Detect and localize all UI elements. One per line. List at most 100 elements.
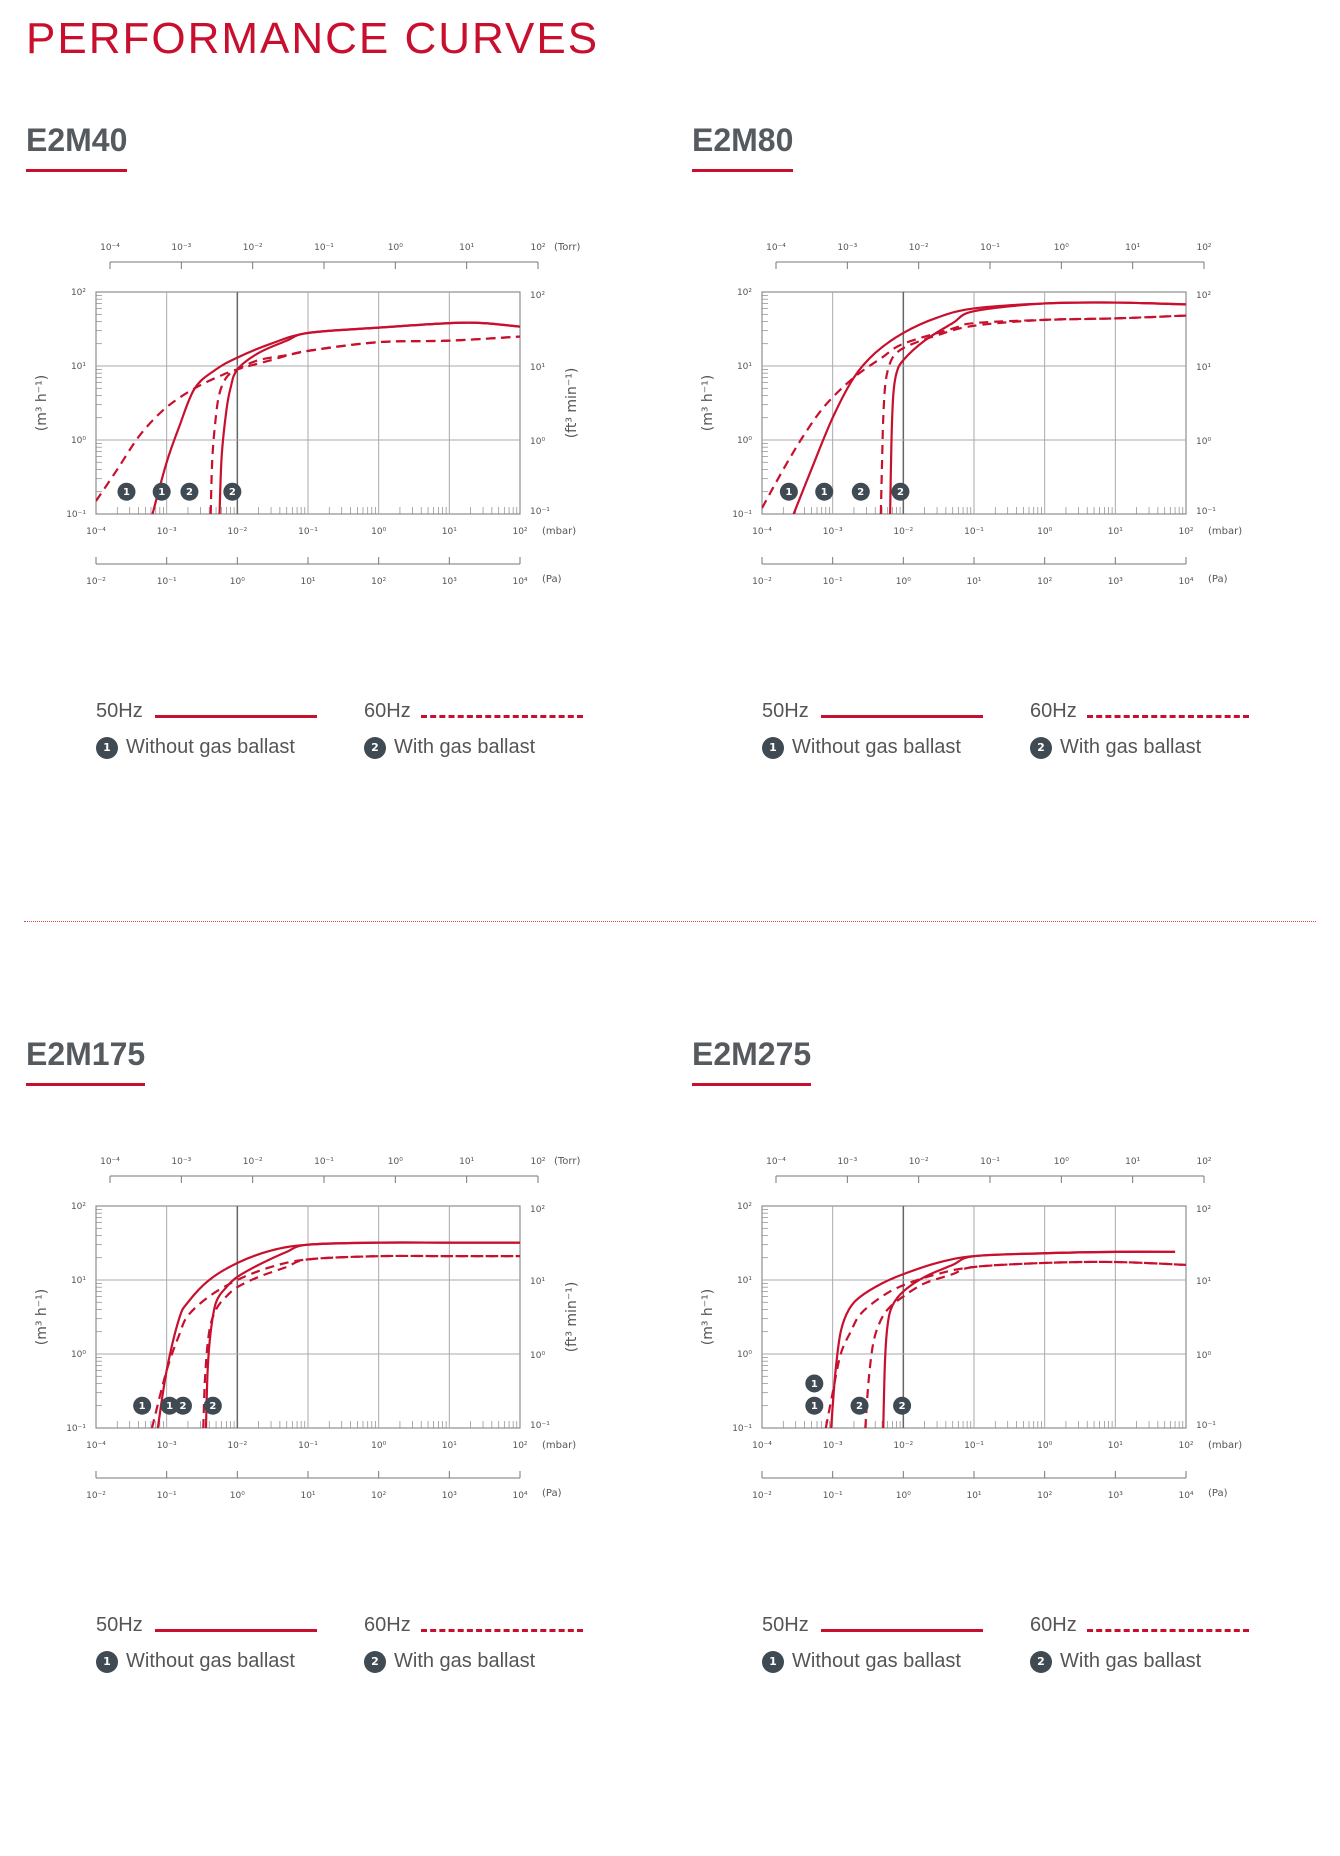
y-tick-label: 10¹ bbox=[737, 362, 752, 372]
pa-tick-label: 10⁻² bbox=[752, 1491, 772, 1501]
y2-tick-label: 10⁻¹ bbox=[530, 1421, 550, 1431]
torr-tick-label: 10² bbox=[530, 243, 545, 253]
curve-50hz bbox=[882, 1250, 1176, 1428]
page-title: PERFORMANCE CURVES bbox=[26, 14, 600, 63]
pa-tick-label: 10² bbox=[1037, 1491, 1052, 1501]
x-tick-label: 10⁰ bbox=[371, 1441, 386, 1451]
curve-50hz bbox=[204, 1241, 520, 1428]
curve-marker-label: 2 bbox=[897, 487, 904, 498]
torr-tick-label: 10⁻¹ bbox=[980, 243, 1000, 253]
y2-tick-label: 10² bbox=[530, 1205, 545, 1215]
legend-60hz: 60Hz bbox=[1030, 700, 1249, 723]
x-tick-label: 10⁻⁴ bbox=[86, 1441, 106, 1451]
x-tick-label: 10¹ bbox=[442, 1441, 457, 1451]
chart-panel: E2M275 10² 10¹ 10⁰ 10⁻¹ 10² 10¹ 10⁰ 10⁻¹ (m³ h⁻¹… bbox=[692, 1036, 1332, 1856]
x-tick-label: 10² bbox=[512, 1441, 527, 1451]
pa-tick-label: 10⁻¹ bbox=[823, 577, 843, 587]
legend-50hz-swatch bbox=[154, 715, 317, 718]
legend-with-label: With gas ballast bbox=[394, 736, 536, 758]
y-axis-label: (m³ h⁻¹) bbox=[34, 375, 50, 432]
curve-marker-label: 2 bbox=[857, 487, 864, 498]
legend-60hz-label: 60Hz bbox=[364, 700, 411, 722]
chart-legend: 50Hz 60Hz 1 Without gas ballast 2 With g… bbox=[96, 1614, 616, 1694]
legend-60hz-swatch bbox=[1086, 715, 1249, 718]
chart-panel: E2M80 10² 10¹ 10⁰ 10⁻¹ 10² 10¹ 10⁰ 10⁻¹ (m³ h⁻¹)… bbox=[692, 122, 1332, 942]
pa-tick-label: 10⁻² bbox=[86, 577, 106, 587]
pa-tick-label: 10⁴ bbox=[1178, 577, 1193, 587]
x-tick-label: 10⁻² bbox=[227, 527, 247, 537]
x-tick-label: 10² bbox=[1178, 1441, 1193, 1451]
x-tick-label: 10⁻² bbox=[227, 1441, 247, 1451]
x-tick-label: 10⁻¹ bbox=[964, 1441, 984, 1451]
torr-tick-label: 10⁻⁴ bbox=[100, 1157, 120, 1167]
curve-marker-label: 1 bbox=[811, 1401, 818, 1412]
y2-tick-label: 10¹ bbox=[1196, 363, 1211, 373]
curves-group bbox=[762, 301, 1186, 514]
legend-with-label: With gas ballast bbox=[1060, 736, 1202, 758]
pa-tick-label: 10⁻² bbox=[752, 577, 772, 587]
y2-tick-label: 10¹ bbox=[530, 363, 545, 373]
x-tick-label: 10⁰ bbox=[1037, 527, 1052, 537]
curve-marker bbox=[117, 482, 136, 501]
pa-tick-label: 10² bbox=[371, 1491, 386, 1501]
y-axis-label: (m³ h⁻¹) bbox=[700, 1289, 716, 1346]
legend-with-ballast: 2 With gas ballast bbox=[1030, 1650, 1201, 1673]
legend-50hz-label: 50Hz bbox=[96, 1614, 143, 1636]
torr-tick-label: 10⁻¹ bbox=[980, 1157, 1000, 1167]
legend-with-ballast: 2 With gas ballast bbox=[364, 736, 535, 759]
x-tick-label: 10¹ bbox=[1108, 527, 1123, 537]
torr-tick-label: 10⁻³ bbox=[171, 243, 191, 253]
x-unit-label: (mbar) bbox=[542, 1440, 576, 1451]
pa-tick-label: 10³ bbox=[442, 577, 457, 587]
legend-60hz: 60Hz bbox=[364, 700, 583, 723]
curve-marker-label: 2 bbox=[179, 1401, 186, 1412]
torr-tick-label: 10⁰ bbox=[388, 243, 403, 253]
legend-without-label: Without gas ballast bbox=[126, 736, 295, 758]
y-tick-label: 10⁰ bbox=[71, 1350, 86, 1360]
x-tick-label: 10⁻⁴ bbox=[752, 1441, 772, 1451]
y2-tick-label: 10² bbox=[530, 291, 545, 301]
torr-tick-label: 10⁰ bbox=[388, 1157, 403, 1167]
legend-with-ballast: 2 With gas ballast bbox=[364, 1650, 535, 1673]
x-tick-label: 10⁻¹ bbox=[298, 1441, 318, 1451]
torr-tick-label: 10⁻² bbox=[909, 1157, 929, 1167]
torr-tick-label: 10¹ bbox=[459, 243, 474, 253]
x-tick-label: 10⁻¹ bbox=[964, 527, 984, 537]
x-tick-label: 10⁻² bbox=[893, 527, 913, 537]
curve-marker bbox=[779, 482, 798, 501]
pa-tick-label: 10⁰ bbox=[230, 577, 245, 587]
torr-tick-label: 10⁰ bbox=[1054, 243, 1069, 253]
x-tick-label: 10⁻³ bbox=[823, 527, 843, 537]
pa-tick-label: 10⁻¹ bbox=[823, 1491, 843, 1501]
legend-badge: 2 bbox=[1030, 736, 1052, 759]
curve-marker-label: 2 bbox=[209, 1401, 216, 1412]
torr-tick-label: 10⁻¹ bbox=[314, 1157, 334, 1167]
y2-tick-label: 10⁰ bbox=[1196, 437, 1211, 447]
pa-unit-label: (Pa) bbox=[542, 1488, 562, 1499]
torr-tick-label: 10⁻³ bbox=[837, 243, 857, 253]
curve-marker bbox=[891, 482, 910, 501]
torr-tick-label: 10² bbox=[1196, 1157, 1211, 1167]
legend-60hz: 60Hz bbox=[1030, 1614, 1249, 1637]
pa-tick-label: 10¹ bbox=[300, 577, 315, 587]
x-tick-label: 10⁻¹ bbox=[298, 527, 318, 537]
y2-tick-label: 10⁻¹ bbox=[1196, 507, 1216, 517]
curve-marker-label: 2 bbox=[856, 1401, 863, 1412]
y-tick-label: 10⁻¹ bbox=[66, 510, 86, 520]
chart-legend: 50Hz 60Hz 1 Without gas ballast 2 With g… bbox=[762, 700, 1282, 780]
x-unit-label: (mbar) bbox=[1208, 526, 1242, 537]
torr-unit-label: (Torr) bbox=[554, 242, 580, 253]
torr-tick-label: 10² bbox=[530, 1157, 545, 1167]
model-title: E2M40 bbox=[26, 122, 128, 172]
curve-marker bbox=[805, 1396, 824, 1415]
x-tick-label: 10⁰ bbox=[371, 527, 386, 537]
x-tick-label: 10⁰ bbox=[1037, 1441, 1052, 1451]
curve-marker bbox=[152, 482, 171, 501]
torr-tick-label: 10⁰ bbox=[1054, 1157, 1069, 1167]
legend-with-label: With gas ballast bbox=[1060, 1650, 1202, 1672]
pa-tick-label: 10⁰ bbox=[230, 1491, 245, 1501]
x-tick-label: 10¹ bbox=[1108, 1441, 1123, 1451]
y-tick-label: 10² bbox=[737, 1202, 752, 1212]
